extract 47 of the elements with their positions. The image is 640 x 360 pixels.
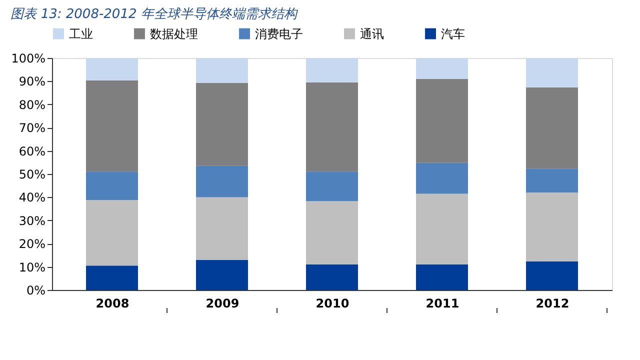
legend-label: 消费电子 <box>255 26 303 41</box>
bar <box>416 78 468 163</box>
legend-label: 通讯 <box>360 26 384 41</box>
bar <box>306 172 358 202</box>
bar <box>526 261 578 290</box>
bar <box>306 201 358 264</box>
bar <box>526 192 578 262</box>
x-tick-label: 2012 <box>536 296 570 310</box>
x-tick-label: 2009 <box>206 296 240 310</box>
bar <box>86 200 138 266</box>
bar <box>306 58 358 82</box>
x-tick-label: 2010 <box>316 296 350 310</box>
y-tick-label: 20% <box>18 237 46 252</box>
bar <box>86 172 138 200</box>
bar <box>86 266 138 290</box>
y-tick-label: 90% <box>18 74 46 89</box>
y-tick-label: 40% <box>18 190 46 205</box>
bar <box>86 80 138 172</box>
y-tick-label: 0% <box>26 284 46 298</box>
bar <box>526 168 578 193</box>
x-tick-label: 2008 <box>96 296 130 310</box>
bar <box>416 264 468 290</box>
bar <box>196 82 248 166</box>
bar <box>86 58 138 81</box>
bar <box>196 58 248 83</box>
bar <box>196 166 248 198</box>
y-tick-label: 10% <box>18 260 46 274</box>
chart-title: 图表 13: 2008-2012 年全球半导体终端需求结构 <box>10 7 299 22</box>
y-tick-label: 30% <box>18 214 46 228</box>
y-tick-label: 60% <box>18 144 46 158</box>
bar <box>196 260 248 290</box>
y-tick-label: 80% <box>18 98 46 112</box>
legend-label: 工业 <box>69 26 93 41</box>
bar <box>416 162 468 194</box>
bar <box>526 87 578 169</box>
legend-label: 数据处理 <box>150 26 198 41</box>
bar <box>526 58 578 88</box>
bar <box>306 82 358 172</box>
legend-label: 汽车 <box>441 26 465 41</box>
y-tick-label: 50% <box>18 168 46 182</box>
x-tick-label: 2011 <box>426 296 460 310</box>
bar <box>196 197 248 260</box>
bar <box>416 194 468 264</box>
bar <box>416 58 468 79</box>
y-tick-label: 100% <box>11 52 46 66</box>
y-tick-label: 70% <box>18 121 46 136</box>
bar <box>306 264 358 290</box>
